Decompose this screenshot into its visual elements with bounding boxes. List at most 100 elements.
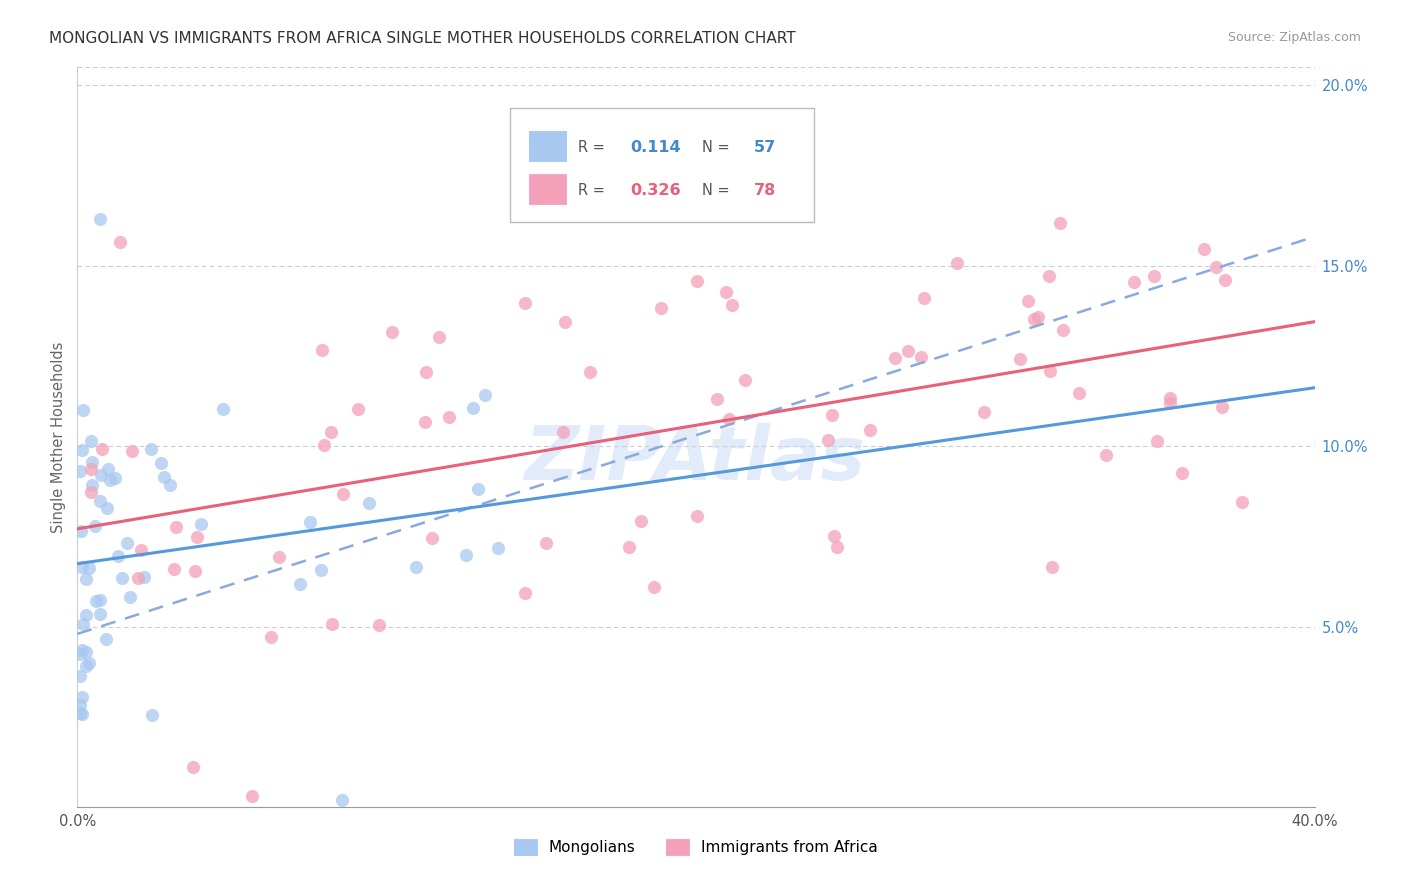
- Point: [1067, 385, 1090, 400]
- Point: [381, 325, 404, 339]
- Point: [159, 478, 181, 492]
- Point: [1143, 268, 1166, 283]
- Point: [534, 536, 557, 550]
- Point: [89, 493, 111, 508]
- Point: [77, 561, 100, 575]
- Point: [319, 425, 342, 439]
- Point: [714, 285, 737, 299]
- Text: ZIPAtlas: ZIPAtlas: [526, 423, 866, 496]
- Point: [551, 425, 574, 439]
- Point: [90, 468, 112, 483]
- Point: [1049, 216, 1071, 230]
- Point: [1159, 391, 1181, 405]
- Point: [69, 706, 91, 720]
- Point: [163, 561, 186, 575]
- Point: [75, 572, 97, 586]
- Point: [686, 508, 709, 523]
- Point: [312, 438, 335, 452]
- Point: [1205, 260, 1227, 274]
- Point: [1192, 242, 1215, 256]
- Point: [80, 478, 103, 492]
- Point: [186, 530, 208, 544]
- Point: [1211, 400, 1233, 414]
- Point: [115, 536, 138, 550]
- Point: [474, 388, 496, 402]
- Point: [97, 462, 120, 476]
- Point: [367, 618, 389, 632]
- Point: [259, 630, 281, 644]
- Point: [1017, 293, 1039, 308]
- Point: [554, 315, 576, 329]
- Point: [129, 543, 152, 558]
- Point: [70, 643, 93, 657]
- Point: [288, 577, 311, 591]
- Text: R =: R =: [578, 183, 610, 198]
- Point: [486, 541, 509, 556]
- Point: [104, 471, 127, 485]
- Point: [1213, 273, 1236, 287]
- Point: [72, 442, 94, 457]
- Point: [70, 560, 93, 574]
- Point: [69, 464, 91, 478]
- Text: MONGOLIAN VS IMMIGRANTS FROM AFRICA SINGLE MOTHER HOUSEHOLDS CORRELATION CHART: MONGOLIAN VS IMMIGRANTS FROM AFRICA SING…: [49, 31, 796, 46]
- Point: [1024, 312, 1046, 326]
- Point: [437, 409, 460, 424]
- Point: [827, 540, 849, 554]
- Point: [686, 274, 709, 288]
- Point: [121, 443, 143, 458]
- Point: [650, 301, 672, 315]
- Point: [817, 433, 839, 447]
- Point: [1038, 269, 1060, 284]
- Point: [332, 487, 354, 501]
- Point: [82, 455, 104, 469]
- Point: [1052, 323, 1074, 337]
- Point: [1040, 560, 1063, 574]
- Point: [89, 211, 111, 226]
- Point: [70, 690, 93, 705]
- Text: N =: N =: [702, 140, 734, 155]
- Point: [149, 456, 172, 470]
- Point: [427, 330, 450, 344]
- Point: [513, 295, 536, 310]
- Point: [118, 590, 141, 604]
- FancyBboxPatch shape: [529, 131, 567, 161]
- Point: [153, 470, 176, 484]
- Point: [80, 434, 103, 448]
- Point: [347, 402, 370, 417]
- Point: [110, 235, 132, 250]
- Point: [321, 617, 343, 632]
- Point: [706, 392, 728, 406]
- Point: [643, 580, 665, 594]
- Point: [456, 548, 478, 562]
- Point: [720, 298, 742, 312]
- Point: [269, 550, 291, 565]
- Point: [72, 706, 94, 721]
- Point: [413, 415, 436, 429]
- Point: [309, 563, 332, 577]
- Text: 57: 57: [754, 140, 776, 155]
- Point: [405, 560, 427, 574]
- Point: [630, 514, 652, 528]
- Point: [127, 571, 149, 585]
- Point: [1039, 364, 1062, 378]
- Point: [70, 524, 93, 539]
- Point: [190, 517, 212, 532]
- Point: [139, 442, 162, 457]
- Point: [897, 344, 920, 359]
- Point: [359, 495, 381, 509]
- Point: [91, 442, 114, 457]
- Point: [945, 256, 967, 270]
- Point: [461, 401, 484, 415]
- Point: [84, 594, 107, 608]
- Point: [212, 402, 235, 417]
- Point: [75, 607, 97, 622]
- Point: [89, 607, 111, 621]
- Point: [513, 586, 536, 600]
- Text: Source: ZipAtlas.com: Source: ZipAtlas.com: [1227, 31, 1361, 45]
- Text: 78: 78: [754, 183, 776, 198]
- Text: N =: N =: [702, 183, 734, 198]
- Point: [94, 632, 117, 646]
- Point: [415, 366, 437, 380]
- Legend: Mongolians, Immigrants from Africa: Mongolians, Immigrants from Africa: [506, 831, 886, 863]
- Point: [84, 518, 107, 533]
